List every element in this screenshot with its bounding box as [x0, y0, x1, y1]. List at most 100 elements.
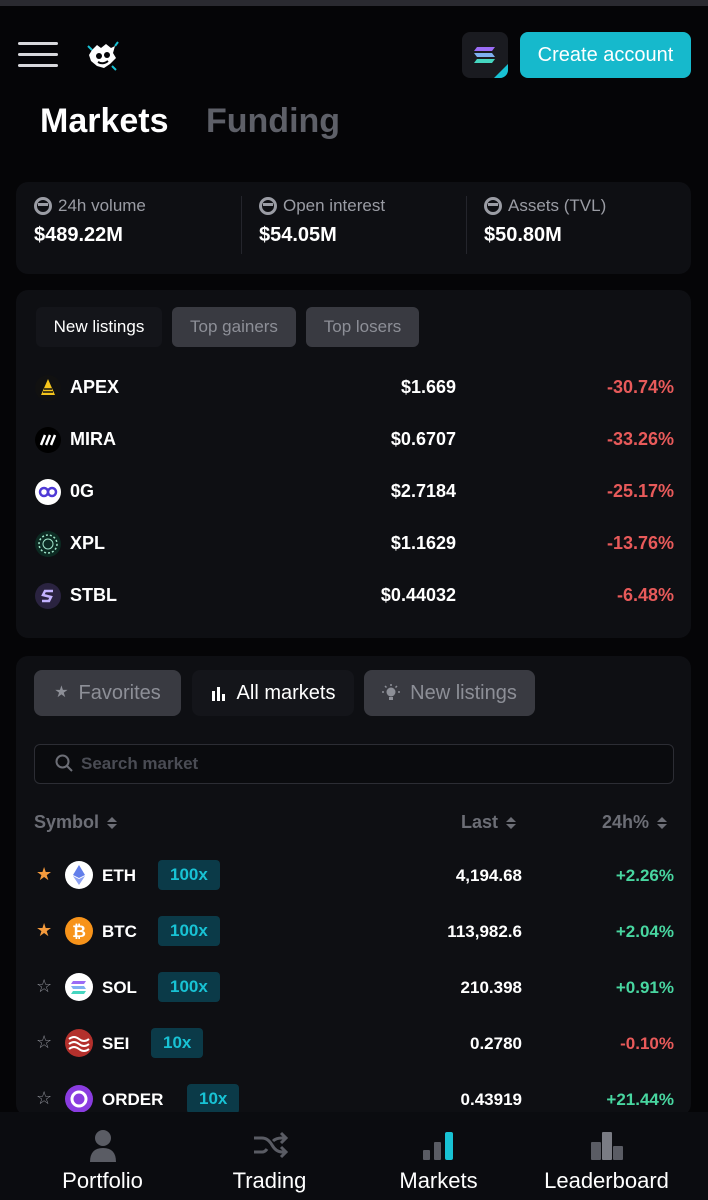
sort-icon — [506, 816, 517, 829]
apex-coin-icon — [35, 375, 61, 401]
hamburger-icon[interactable] — [18, 42, 58, 70]
favorite-star-outline-icon[interactable]: ☆ — [36, 1032, 53, 1052]
nav-leaderboard[interactable]: Leaderboard — [518, 1112, 695, 1200]
listing-change: -13.76% — [606, 533, 674, 553]
svg-text:₿: ₿ — [72, 922, 86, 942]
tab-new-listings[interactable]: New listings — [36, 307, 162, 347]
market-change: +2.26% — [615, 866, 674, 885]
market-row-sol[interactable]: ☆ SOL 100x 210.398 +0.91% — [34, 968, 674, 1008]
network-selector-button[interactable] — [462, 32, 508, 78]
stat-label: 24h volume — [58, 196, 146, 215]
listing-row-apex[interactable]: APEX $1.669 -30.74% — [34, 368, 674, 408]
bottom-navigation: Portfolio Trading Markets Leaderboard — [0, 1112, 708, 1200]
market-symbol: BTC — [102, 922, 137, 941]
market-symbol: ORDER — [102, 1090, 164, 1109]
search-icon — [55, 754, 73, 772]
favorite-star-outline-icon[interactable]: ☆ — [36, 1088, 53, 1108]
header-label: Symbol — [34, 812, 100, 832]
column-header-symbol[interactable]: Symbol — [34, 812, 118, 833]
tab-label: New listings — [410, 682, 517, 704]
stat-value: $54.05M — [259, 224, 337, 246]
stat-label: Assets (TVL) — [508, 196, 607, 215]
market-row-btc[interactable]: ★ ₿ BTC 100x 113,982.6 +2.04% — [34, 912, 674, 952]
market-symbol: ETH — [102, 866, 136, 885]
stat-24h-volume: 24h volume $489.22M — [34, 196, 254, 247]
listing-row-mira[interactable]: MIRA $0.6707 -33.26% — [34, 420, 674, 460]
nav-portfolio[interactable]: Portfolio — [14, 1112, 191, 1200]
listings-card: New listings Top gainers Top losers APEX… — [16, 290, 691, 638]
nav-trading[interactable]: Trading — [181, 1112, 358, 1200]
sort-icon — [657, 816, 668, 829]
market-last-price: 4,194.68 — [455, 866, 522, 885]
sol-coin-icon — [65, 973, 93, 1001]
star-icon: ★ — [54, 684, 69, 701]
nav-label: Markets — [399, 1168, 478, 1193]
listing-change: -30.74% — [606, 377, 674, 397]
market-last-price: 210.398 — [460, 978, 522, 997]
stats-card: 24h volume $489.22M Open interest $54.05… — [16, 182, 691, 274]
divider — [241, 196, 242, 254]
search-box — [34, 744, 674, 784]
shuffle-icon — [253, 1131, 288, 1159]
leverage-badge: 100x — [158, 972, 220, 1002]
order-coin-icon — [65, 1085, 93, 1113]
search-input[interactable] — [81, 745, 661, 782]
market-change: +0.91% — [615, 978, 674, 997]
listing-price: $1.669 — [400, 377, 456, 397]
favorite-star-outline-icon[interactable]: ☆ — [36, 976, 53, 996]
mira-coin-icon — [35, 427, 61, 453]
listing-price: $1.1629 — [390, 533, 456, 553]
markets-card: ★ Favorites All markets New listings Sym… — [16, 656, 691, 1116]
bar-chart-icon — [422, 1132, 453, 1160]
divider — [466, 196, 467, 254]
listing-change: -25.17% — [606, 481, 674, 501]
status-bar-edge — [0, 0, 708, 6]
app-logo-icon[interactable] — [82, 36, 122, 76]
listing-row-xpl[interactable]: XPL $1.1629 -13.76% — [34, 524, 674, 564]
listing-row-0g[interactable]: 0G $2.7184 -25.17% — [34, 472, 674, 512]
market-last-price: 0.43919 — [460, 1090, 522, 1109]
0g-coin-icon — [35, 479, 61, 505]
bar-chart-icon — [211, 687, 225, 701]
stat-tvl: Assets (TVL) $50.80M — [484, 196, 704, 247]
sort-icon — [107, 816, 118, 829]
sei-coin-icon — [65, 1029, 93, 1057]
tab-all-markets[interactable]: All markets — [192, 670, 354, 716]
market-row-sei[interactable]: ☆ SEI 10x 0.2780 -0.10% — [34, 1024, 674, 1064]
leverage-badge: 10x — [187, 1084, 240, 1114]
market-row-eth[interactable]: ★ ETH 100x 4,194.68 +2.26% — [34, 856, 674, 896]
xpl-coin-icon — [35, 531, 61, 557]
tab-markets[interactable]: Markets — [40, 102, 169, 140]
leverage-badge: 10x — [151, 1028, 204, 1058]
solana-icon — [474, 47, 495, 63]
tab-top-gainers[interactable]: Top gainers — [172, 307, 296, 347]
nav-label: Portfolio — [62, 1168, 143, 1193]
tab-favorites[interactable]: ★ Favorites — [34, 670, 181, 716]
tab-top-losers[interactable]: Top losers — [306, 307, 419, 347]
market-last-price: 113,982.6 — [447, 922, 522, 941]
favorite-star-icon[interactable]: ★ — [36, 864, 53, 884]
listing-symbol: APEX — [70, 377, 120, 397]
nav-markets[interactable]: Markets — [350, 1112, 527, 1200]
market-symbol: SOL — [102, 978, 137, 997]
column-header-24h-change[interactable]: 24h% — [602, 812, 668, 833]
market-row-order[interactable]: ☆ ORDER 10x 0.43919 +21.44% — [34, 1080, 674, 1120]
listing-symbol: STBL — [70, 585, 117, 605]
header: Create account — [0, 30, 708, 80]
btc-coin-icon: ₿ — [65, 917, 93, 945]
tab-market-new-listings[interactable]: New listings — [364, 670, 535, 716]
header-label: 24h% — [602, 812, 650, 832]
column-header-last[interactable]: Last — [461, 812, 517, 833]
lightbulb-icon — [382, 684, 401, 700]
listing-row-stbl[interactable]: STBL $0.44032 -6.48% — [34, 576, 674, 616]
listing-change: -6.48% — [616, 585, 674, 605]
create-account-button[interactable]: Create account — [520, 32, 691, 78]
stat-value: $50.80M — [484, 224, 562, 246]
listing-price: $0.44032 — [380, 585, 456, 605]
stat-icon — [34, 197, 52, 215]
stat-icon — [484, 197, 502, 215]
tab-funding[interactable]: Funding — [206, 102, 341, 140]
tab-label: All markets — [236, 682, 336, 704]
eth-coin-icon — [65, 861, 93, 889]
favorite-star-icon[interactable]: ★ — [36, 920, 53, 940]
